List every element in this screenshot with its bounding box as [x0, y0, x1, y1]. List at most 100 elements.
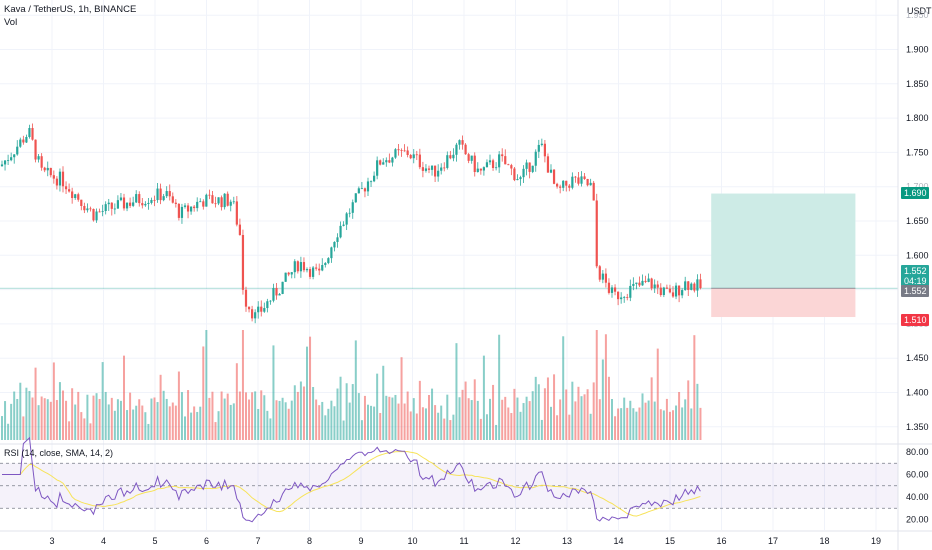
volume-bar [77, 391, 80, 440]
volume-bar [690, 408, 693, 440]
candle-body [388, 160, 391, 163]
volume-bar [315, 399, 318, 440]
candle-body [110, 202, 113, 209]
volume-bar [461, 389, 464, 440]
candle-body [513, 168, 516, 181]
volume-bar [476, 400, 479, 440]
volume-bar [226, 393, 229, 440]
candle-body [153, 199, 156, 201]
volume-bar [379, 412, 382, 440]
volume-bar [522, 403, 525, 440]
volume-bar [446, 394, 449, 440]
volume-bar [370, 405, 373, 440]
price-tick-label: 1.600 [906, 250, 929, 260]
candle-body [119, 197, 123, 201]
candle-body [571, 176, 574, 188]
volume-bar [92, 395, 95, 440]
candle-body [238, 224, 241, 235]
volume-bar [119, 400, 122, 440]
volume-bar [693, 335, 696, 440]
volume-bar [629, 400, 632, 440]
candle-body [180, 206, 184, 218]
candle-body [327, 258, 330, 264]
candle-body [549, 169, 553, 173]
candle-body [150, 199, 153, 203]
candle-body [321, 265, 324, 271]
candle-body [363, 188, 367, 192]
candle-body [379, 160, 382, 165]
volume-bar [421, 407, 424, 440]
candle-body [559, 186, 562, 188]
volume-bar [382, 365, 385, 440]
candle-body [653, 284, 656, 289]
candle-body [693, 283, 696, 291]
volume-bar [668, 411, 671, 440]
stop-price-tag: 1.510 [904, 315, 927, 325]
rsi-title[interactable]: RSI (14, close, SMA, 14, 2) [4, 448, 114, 458]
volume-bar [116, 399, 119, 440]
time-tick-label: 6 [204, 536, 209, 546]
volume-bar [351, 384, 354, 440]
candle-body [293, 261, 296, 273]
symbol-title[interactable]: Kava / TetherUS, 1h, BINANCE [4, 4, 137, 15]
candle-body [281, 281, 284, 294]
candle-body [193, 206, 196, 209]
volume-bar [434, 405, 437, 440]
time-tick-label: 17 [768, 536, 778, 546]
candle-body [299, 262, 302, 272]
candle-body [43, 167, 46, 171]
volume-bar [165, 398, 168, 440]
candle-body [174, 202, 177, 204]
volume-bar [281, 397, 284, 440]
candle-body [305, 269, 309, 271]
volume-bar [13, 391, 16, 440]
price-axis-unit: USDT [907, 6, 932, 16]
volume-bar [501, 399, 504, 440]
volume-bar [138, 399, 141, 440]
candle-body [22, 139, 25, 143]
candle-body [519, 177, 522, 180]
candle-body [647, 278, 650, 282]
volume-label[interactable]: Vol [4, 17, 18, 28]
volume-bar [470, 400, 473, 440]
candle-body [202, 201, 205, 207]
candle-body [190, 206, 193, 212]
volume-bar [568, 414, 571, 440]
candle-body [342, 224, 345, 226]
candle-body [681, 290, 684, 296]
loss-zone [711, 288, 856, 318]
price-tick-label: 1.950 [906, 10, 929, 20]
candle-body [449, 155, 452, 159]
volume-bar [592, 382, 595, 440]
candle-body [382, 162, 385, 165]
candle-body [144, 203, 147, 206]
volume-bar [110, 397, 113, 440]
volume-bar [309, 336, 312, 440]
volume-bar [132, 409, 135, 440]
candle-body [272, 287, 275, 301]
candle-body [46, 167, 49, 171]
volume-bar [672, 410, 674, 440]
candle-body [220, 197, 223, 208]
volume-bar [342, 420, 345, 440]
volume-bar [10, 403, 13, 440]
candle-body [601, 273, 604, 280]
candle-body [495, 167, 498, 169]
candle-body [635, 282, 638, 284]
volume-bar [168, 406, 171, 440]
candle-body [632, 283, 635, 286]
candle-body [354, 193, 357, 203]
candle-body [266, 301, 269, 309]
volume-bar [394, 394, 397, 440]
rsi-line [2, 436, 701, 523]
current-price-tag-bg [901, 265, 929, 286]
long-position-tool[interactable] [0, 193, 898, 318]
time-tick-label: 11 [459, 536, 468, 546]
candle-body [168, 191, 171, 197]
volume-bar [83, 418, 86, 440]
volume-bar [678, 392, 681, 440]
volume-bar [208, 397, 211, 440]
volume-bar [665, 398, 668, 440]
candle-body [339, 225, 342, 238]
